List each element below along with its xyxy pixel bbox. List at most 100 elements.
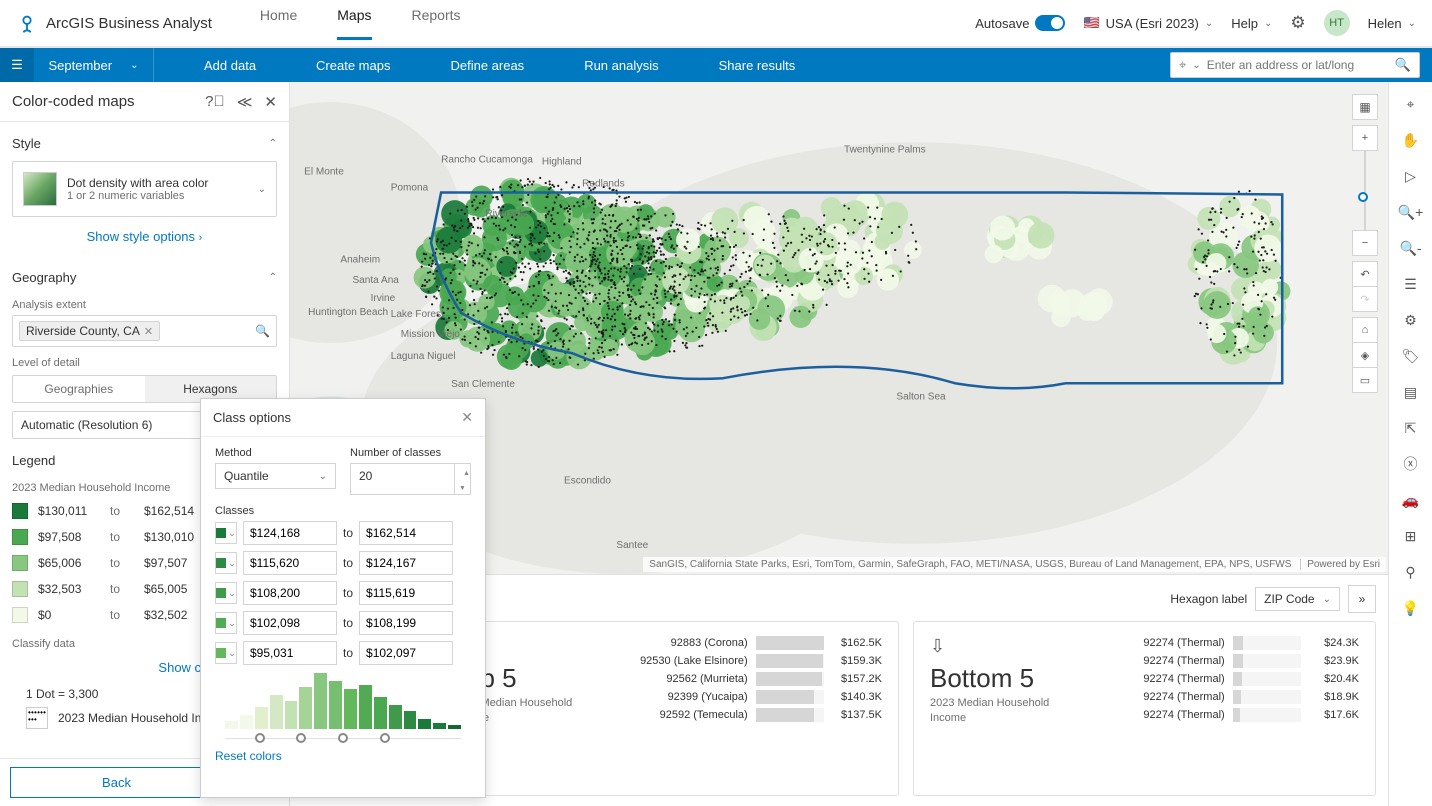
class-color-select[interactable]: ⌄	[215, 552, 237, 574]
pin-tool-icon[interactable]: ⌖	[1397, 90, 1425, 118]
class-from-input[interactable]	[243, 521, 337, 545]
class-to-input[interactable]	[359, 581, 453, 605]
settings-tool-icon[interactable]: ⚙	[1397, 306, 1425, 334]
show-style-options-link[interactable]: Show style options ›	[12, 217, 277, 256]
home-extent-icon[interactable]: ⌂	[1352, 317, 1378, 343]
seg-geographies[interactable]: Geographies	[13, 376, 145, 402]
pan-tool-icon[interactable]: ✋	[1397, 126, 1425, 154]
hexagon-label-select[interactable]: ZIP Code ⌄	[1255, 587, 1340, 611]
search-icon[interactable]: 🔍	[255, 324, 270, 338]
month-select[interactable]: September ⌄	[34, 48, 154, 82]
nav-reports[interactable]: Reports	[412, 7, 461, 40]
histo-handle[interactable]	[296, 733, 306, 743]
hamburger-icon[interactable]: ☰	[0, 48, 34, 82]
class-to-input[interactable]	[359, 641, 453, 665]
rank-row: 92530 (Lake Elsinore) $159.3K	[618, 654, 882, 668]
tag-tool-icon[interactable]: 🏷	[1397, 342, 1425, 370]
close-popup-icon[interactable]: ✕	[461, 409, 473, 426]
user-menu[interactable]: Helen ⌄	[1368, 16, 1416, 31]
query-tool-icon[interactable]: ⚲	[1397, 558, 1425, 586]
locate-icon[interactable]: ◈	[1352, 342, 1378, 368]
address-search[interactable]: ⌖ ⌄ 🔍	[1170, 52, 1420, 78]
style-type-select[interactable]: Dot density with area color 1 or 2 numer…	[12, 161, 277, 217]
class-color-select[interactable]: ⌄	[215, 642, 237, 664]
chevron-down-icon[interactable]: ⌄	[1192, 60, 1200, 71]
histo-bar	[374, 697, 387, 729]
define-areas-button[interactable]: Define areas	[420, 58, 554, 73]
histo-bar	[433, 723, 446, 729]
autosave-label: Autosave	[975, 16, 1029, 31]
class-histogram[interactable]	[215, 673, 471, 743]
class-color-select[interactable]: ⌄	[215, 612, 237, 634]
method-select[interactable]: Quantile ⌄	[215, 463, 336, 489]
user-avatar[interactable]: HT	[1324, 10, 1350, 36]
class-to-input[interactable]	[359, 551, 453, 575]
fullscreen-icon[interactable]: ▭	[1352, 367, 1378, 393]
grid-icon[interactable]: ▦	[1352, 94, 1378, 120]
panel-header: Color-coded maps ?⃝ ≪ ✕	[0, 82, 289, 122]
collapse-icon[interactable]: ≪	[237, 93, 253, 111]
histo-handle[interactable]	[380, 733, 390, 743]
search-input[interactable]	[1207, 58, 1389, 72]
step-up-icon[interactable]: ▲	[455, 464, 471, 484]
close-icon[interactable]: ✕	[264, 93, 277, 111]
analysis-extent-input[interactable]: Riverside County, CA ✕ 🔍	[12, 315, 277, 347]
grid-tool-icon[interactable]: ⊞	[1397, 522, 1425, 550]
zoom-slider[interactable]	[1364, 150, 1366, 230]
help-icon[interactable]: ?⃝	[205, 93, 225, 111]
zoom-in-button[interactable]: +	[1352, 125, 1378, 151]
histo-bar	[389, 705, 402, 729]
autosave-toggle[interactable]: Autosave	[975, 15, 1065, 31]
settings-icon[interactable]: ⚙	[1290, 13, 1305, 33]
delete-tool-icon[interactable]: ⓧ	[1397, 450, 1425, 478]
style-section-head[interactable]: Style ⌃	[12, 122, 277, 161]
classes-label: Classes	[215, 505, 471, 517]
help-menu[interactable]: Help ⌄	[1231, 16, 1272, 31]
tip-tool-icon[interactable]: 💡	[1397, 594, 1425, 622]
zoom-in-tool-icon[interactable]: 🔍+	[1397, 198, 1425, 226]
drive-tool-icon[interactable]: 🚗	[1397, 486, 1425, 514]
class-from-input[interactable]	[243, 581, 337, 605]
histo-handle[interactable]	[338, 733, 348, 743]
export-tool-icon[interactable]: ⇱	[1397, 414, 1425, 442]
chevron-down-icon: ⌄	[258, 184, 266, 195]
nav-home[interactable]: Home	[260, 7, 297, 40]
nav-maps[interactable]: Maps	[337, 7, 371, 40]
popup-title: Class options	[213, 410, 291, 425]
redo-icon[interactable]: ↷	[1352, 286, 1378, 312]
add-data-button[interactable]: Add data	[174, 58, 286, 73]
share-results-button[interactable]: Share results	[689, 58, 826, 73]
zoom-out-tool-icon[interactable]: 🔍-	[1397, 234, 1425, 262]
back-button[interactable]: Back	[10, 767, 223, 798]
step-down-icon[interactable]: ▼	[455, 484, 470, 494]
class-from-input[interactable]	[243, 641, 337, 665]
reset-colors-link[interactable]: Reset colors	[215, 749, 471, 763]
create-maps-button[interactable]: Create maps	[286, 58, 420, 73]
class-from-input[interactable]	[243, 551, 337, 575]
num-classes-stepper[interactable]: 20 ▲▼	[350, 463, 471, 495]
svg-text:Redlands: Redlands	[582, 178, 625, 189]
layers-tool-icon[interactable]: ▤	[1397, 378, 1425, 406]
remove-chip-icon[interactable]: ✕	[144, 325, 153, 338]
svg-text:Santee: Santee	[616, 540, 648, 551]
histo-handle[interactable]	[255, 733, 265, 743]
toggle-switch-icon[interactable]	[1035, 15, 1065, 31]
geography-section-head[interactable]: Geography ⌃	[12, 256, 277, 295]
legend-swatch	[12, 529, 28, 545]
undo-icon[interactable]: ↶	[1352, 261, 1378, 287]
cursor-tool-icon[interactable]: ▷	[1397, 162, 1425, 190]
hexagon-label-label: Hexagon label	[1170, 592, 1247, 606]
zoom-out-button[interactable]: −	[1352, 230, 1378, 256]
class-color-select[interactable]: ⌄	[215, 582, 237, 604]
run-analysis-button[interactable]: Run analysis	[554, 58, 688, 73]
class-from-input[interactable]	[243, 611, 337, 635]
class-to-input[interactable]	[359, 611, 453, 635]
region-select[interactable]: 🇺🇸 USA (Esri 2023) ⌄	[1083, 15, 1213, 31]
search-icon[interactable]: 🔍	[1395, 57, 1411, 73]
class-to-input[interactable]	[359, 521, 453, 545]
dot-pattern-icon	[26, 707, 48, 729]
extent-chip[interactable]: Riverside County, CA ✕	[19, 321, 160, 341]
expand-stats-icon[interactable]: »	[1348, 585, 1376, 613]
list-tool-icon[interactable]: ☰	[1397, 270, 1425, 298]
class-color-select[interactable]: ⌄	[215, 522, 237, 544]
